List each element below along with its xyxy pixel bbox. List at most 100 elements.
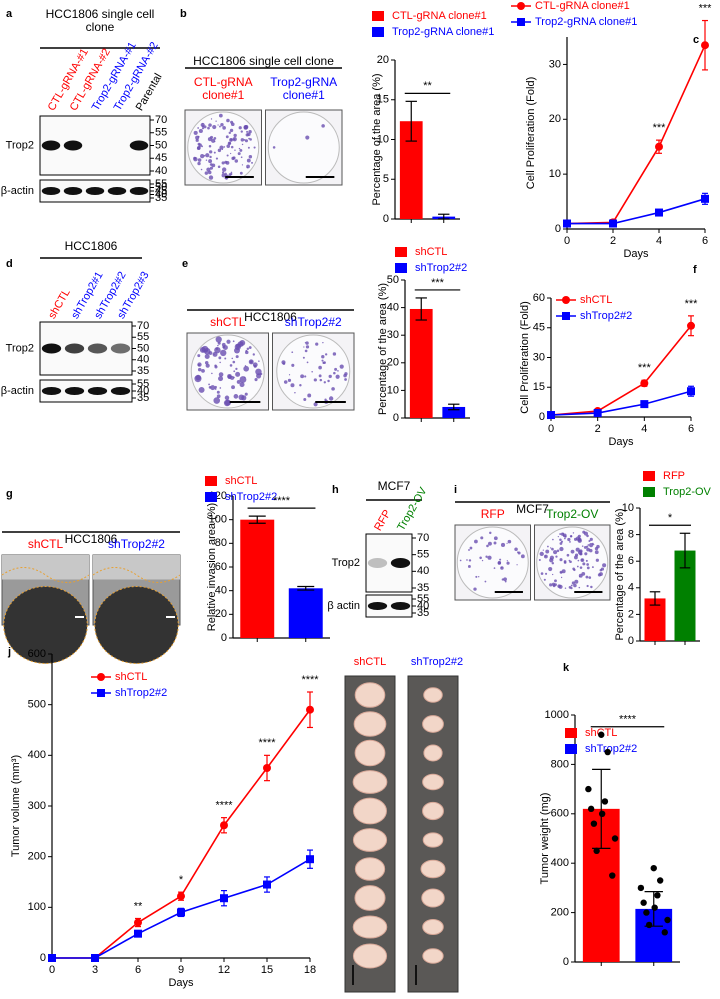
colony [204, 354, 210, 360]
colony [327, 379, 330, 383]
colony [571, 581, 575, 585]
colony [499, 558, 502, 561]
colony [226, 339, 231, 344]
x-tick-label: 18 [304, 964, 316, 976]
y-tick-label: 800 [551, 758, 569, 770]
band [85, 187, 105, 195]
colony [197, 161, 201, 166]
colony [596, 544, 600, 549]
image-caption: shTrop2#2 [284, 316, 342, 329]
colony [299, 384, 302, 387]
data-point [640, 899, 647, 906]
colony [215, 120, 217, 122]
colony [303, 398, 307, 402]
colony [223, 146, 226, 148]
colony [585, 559, 588, 562]
colony [466, 559, 468, 561]
legend-label: Trop2-gRNA clone#1 [535, 16, 637, 28]
colony [581, 572, 586, 576]
legend-swatch [565, 744, 577, 754]
dish [267, 111, 340, 184]
tumor [422, 715, 444, 733]
colony [468, 549, 470, 551]
y-tick-label: 0 [40, 952, 46, 964]
colony [226, 144, 231, 148]
colony [213, 137, 217, 140]
image-caption-box: shCTL [28, 538, 63, 551]
colony [560, 532, 565, 536]
y-tick-label: 30 [387, 329, 399, 341]
colony [212, 124, 217, 130]
legend-swatch [205, 476, 217, 486]
y-tick-label: 0 [393, 412, 399, 424]
data-point [91, 954, 99, 962]
data-point [687, 321, 695, 330]
colony [217, 344, 219, 347]
colony [554, 579, 557, 583]
colony [209, 150, 213, 154]
colony [220, 122, 224, 127]
colony [221, 161, 225, 165]
legend-label: RFP [663, 470, 685, 482]
row-name: Trop2 [6, 342, 34, 354]
colony [229, 128, 234, 133]
data-point [640, 379, 649, 388]
tumor [352, 915, 388, 939]
data-point [598, 810, 606, 817]
colony [197, 127, 200, 129]
colony [283, 380, 288, 384]
colony [506, 561, 510, 565]
colony [577, 534, 581, 538]
band [110, 343, 131, 354]
colony [288, 374, 291, 376]
legend-swatch [643, 471, 655, 481]
colony [539, 551, 544, 557]
colony [217, 148, 222, 153]
y-tick-label: 40 [387, 302, 399, 314]
colony [578, 586, 581, 589]
colony [588, 539, 591, 543]
y-axis-label: Tumor volume (mm³) [10, 755, 22, 857]
colony [201, 368, 205, 373]
bar [399, 121, 423, 219]
blot-title: HCC1806 [64, 240, 118, 253]
y-tick-label: 100 [209, 514, 227, 526]
marker-label: 40 [137, 385, 149, 397]
colony [258, 360, 260, 362]
band [87, 387, 108, 395]
colony [553, 550, 558, 555]
colony [586, 534, 589, 538]
x-tick-label: 6 [135, 964, 141, 976]
colony [582, 562, 586, 566]
panel-letter: j [7, 646, 11, 658]
colony [568, 559, 571, 562]
tumor-caption: shCTL [354, 656, 386, 668]
y-tick-label: 10 [622, 502, 634, 514]
significance: *** [699, 2, 713, 14]
band [64, 343, 85, 354]
colony [321, 124, 325, 128]
colony [205, 363, 210, 368]
colony [209, 166, 214, 170]
band [390, 602, 411, 610]
colony [577, 559, 580, 562]
colony [231, 385, 235, 390]
colony [542, 549, 544, 551]
image-title-box: HCC1806 single cell clone [193, 54, 334, 68]
colony [216, 394, 221, 399]
colony [244, 392, 248, 396]
band [63, 187, 83, 195]
colony [333, 371, 336, 375]
y-tick-label: 8 [628, 529, 634, 541]
image-title: HCC1806 single cell clone [193, 54, 334, 68]
colony [248, 359, 254, 365]
colony [198, 386, 205, 393]
colony [328, 374, 332, 379]
colony [222, 126, 226, 130]
colony [311, 370, 313, 373]
data-point [593, 847, 600, 855]
legend-label: Trop2-OV [663, 486, 712, 498]
image-caption-box: shCTL [210, 316, 245, 329]
colony [210, 118, 213, 120]
